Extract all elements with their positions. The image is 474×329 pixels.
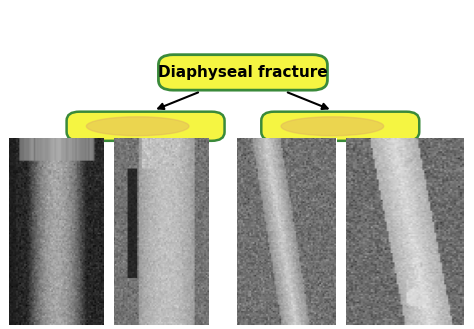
FancyBboxPatch shape bbox=[261, 112, 419, 141]
FancyBboxPatch shape bbox=[66, 112, 225, 141]
Text: Diaphyseal fracture: Diaphyseal fracture bbox=[158, 65, 328, 80]
Ellipse shape bbox=[86, 117, 189, 136]
FancyBboxPatch shape bbox=[158, 55, 328, 90]
Ellipse shape bbox=[281, 117, 384, 136]
